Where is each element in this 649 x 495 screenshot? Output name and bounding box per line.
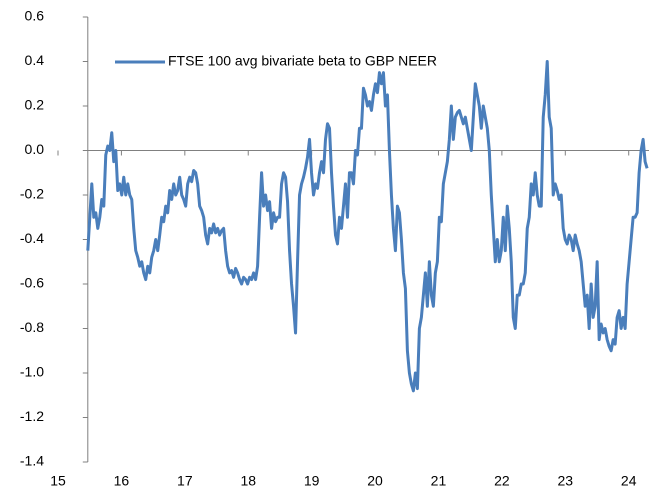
x-tick-label: 17 [177,473,193,489]
legend-label: FTSE 100 avg bivariate beta to GBP NEER [168,53,437,69]
y-tick-label: 0.6 [25,8,45,24]
x-tick-label: 18 [240,473,256,489]
y-tick-label: -0.4 [20,230,44,246]
data-line [86,60,649,393]
y-tick-label: -0.2 [20,186,44,202]
y-tick-label: 0.4 [25,52,45,68]
x-tick-label: 24 [621,473,637,489]
x-tick-label: 23 [558,473,574,489]
x-tick-label: 22 [494,473,510,489]
y-tick-label: 0.2 [25,97,45,113]
x-tick-label: 21 [431,473,447,489]
y-tick-label: -0.8 [20,319,44,335]
y-tick-label: -1.0 [20,364,44,380]
y-tick-label: -0.6 [20,275,44,291]
x-tick-label: 19 [304,473,320,489]
y-tick-label: -1.2 [20,408,44,424]
y-tick-label: 0.0 [25,141,45,157]
x-tick-label: 16 [114,473,130,489]
y-tick-label: -1.4 [20,453,44,469]
x-tick-label: 15 [50,473,66,489]
x-tick-label: 20 [367,473,383,489]
